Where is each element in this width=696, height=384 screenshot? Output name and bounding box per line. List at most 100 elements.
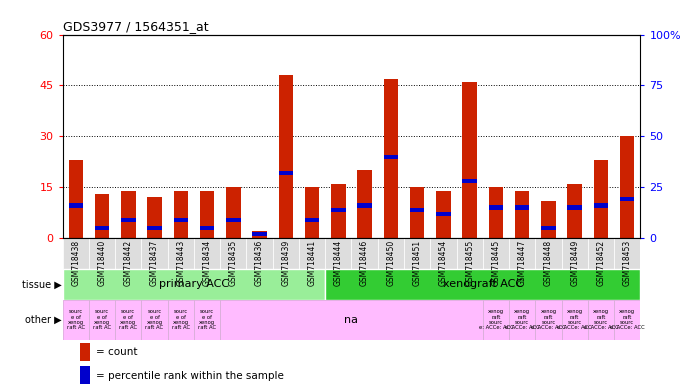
Text: GSM718445: GSM718445 <box>491 240 500 286</box>
Bar <box>535 238 562 269</box>
Text: GSM718441: GSM718441 <box>308 240 317 286</box>
Bar <box>357 204 372 207</box>
Text: primary ACC: primary ACC <box>159 280 229 290</box>
Text: GSM718447: GSM718447 <box>518 240 527 286</box>
Bar <box>273 238 299 269</box>
Text: xenog
raft
sourc
e: ACCe: ACC: xenog raft sourc e: ACCe: ACC <box>610 309 644 330</box>
Bar <box>121 190 136 238</box>
Bar <box>63 300 89 340</box>
Text: GSM718450: GSM718450 <box>386 240 395 286</box>
Bar <box>541 226 555 230</box>
Bar <box>357 170 372 238</box>
Text: GSM718440: GSM718440 <box>97 240 106 286</box>
Text: sourc
e of
xenog
raft AC: sourc e of xenog raft AC <box>145 309 164 330</box>
Text: = count: = count <box>95 347 137 357</box>
Bar <box>194 238 220 269</box>
Bar <box>567 184 582 238</box>
Text: xenog
raft
sourc
e: ACCe: ACC: xenog raft sourc e: ACCe: ACC <box>557 309 592 330</box>
Bar <box>509 238 535 269</box>
Text: GSM718442: GSM718442 <box>124 240 133 286</box>
Bar <box>567 205 582 210</box>
Text: GSM718446: GSM718446 <box>360 240 369 286</box>
Bar <box>410 207 425 212</box>
Bar <box>305 218 319 222</box>
Text: GDS3977 / 1564351_at: GDS3977 / 1564351_at <box>63 20 208 33</box>
Bar <box>535 300 562 340</box>
Bar <box>325 238 351 269</box>
Bar <box>168 238 194 269</box>
Bar <box>541 201 555 238</box>
Bar <box>115 300 141 340</box>
Bar <box>331 207 346 212</box>
Text: GSM718435: GSM718435 <box>229 240 238 286</box>
Text: GSM718443: GSM718443 <box>176 240 185 286</box>
Bar <box>562 300 588 340</box>
Text: sourc
e of
xenog
raft AC: sourc e of xenog raft AC <box>172 309 190 330</box>
Bar <box>173 218 188 222</box>
Bar <box>95 226 109 230</box>
Bar <box>562 238 588 269</box>
Bar <box>483 238 509 269</box>
Bar <box>173 190 188 238</box>
Bar <box>95 194 109 238</box>
Bar <box>383 155 398 159</box>
Bar <box>331 184 346 238</box>
Text: sourc
e of
xenog
raft AC: sourc e of xenog raft AC <box>119 309 137 330</box>
Bar <box>246 238 273 269</box>
Bar <box>620 136 635 238</box>
Text: other ▶: other ▶ <box>26 315 62 325</box>
Text: sourc
e of
xenog
raft AC: sourc e of xenog raft AC <box>198 309 216 330</box>
Text: GSM718455: GSM718455 <box>465 240 474 286</box>
Bar <box>614 300 640 340</box>
Bar <box>220 300 483 340</box>
Bar <box>141 238 168 269</box>
Bar <box>63 269 325 300</box>
Bar <box>115 238 141 269</box>
Bar <box>594 160 608 238</box>
Text: GSM718454: GSM718454 <box>439 240 448 286</box>
Bar <box>63 238 89 269</box>
Text: xenog
raft
sourc
e: ACCe: ACC: xenog raft sourc e: ACCe: ACC <box>479 309 513 330</box>
Text: GSM718448: GSM718448 <box>544 240 553 286</box>
Bar <box>200 226 214 230</box>
Bar <box>200 190 214 238</box>
Bar <box>404 238 430 269</box>
Bar <box>141 300 168 340</box>
Bar <box>620 197 635 202</box>
Bar <box>489 187 503 238</box>
Bar <box>253 231 267 238</box>
Bar <box>430 238 457 269</box>
Text: GSM718438: GSM718438 <box>71 240 80 286</box>
Text: GSM718444: GSM718444 <box>334 240 343 286</box>
Bar <box>226 187 241 238</box>
Text: = percentile rank within the sample: = percentile rank within the sample <box>95 371 283 381</box>
Bar <box>483 300 509 340</box>
Bar <box>68 204 83 207</box>
Bar <box>68 160 83 238</box>
Text: GSM718439: GSM718439 <box>281 240 290 286</box>
Text: GSM718453: GSM718453 <box>623 240 632 286</box>
Bar <box>220 238 246 269</box>
Bar <box>253 232 267 236</box>
Bar <box>278 171 293 175</box>
Text: GSM718452: GSM718452 <box>596 240 606 286</box>
Bar <box>351 238 378 269</box>
Text: xenograft ACC: xenograft ACC <box>443 280 523 290</box>
Bar <box>594 204 608 207</box>
Bar <box>148 197 161 238</box>
Text: sourc
e of
xenog
raft AC: sourc e of xenog raft AC <box>93 309 111 330</box>
Text: GSM718449: GSM718449 <box>570 240 579 286</box>
Bar <box>436 190 450 238</box>
Bar <box>462 82 477 238</box>
Text: xenog
raft
sourc
e: ACCe: ACC: xenog raft sourc e: ACCe: ACC <box>505 309 539 330</box>
Bar <box>614 238 640 269</box>
Bar <box>410 187 425 238</box>
Bar <box>509 300 535 340</box>
Bar <box>588 300 614 340</box>
Text: tissue ▶: tissue ▶ <box>22 280 62 290</box>
Bar <box>226 218 241 222</box>
Bar <box>378 238 404 269</box>
Bar <box>383 79 398 238</box>
Text: na: na <box>345 315 358 325</box>
Bar <box>515 190 530 238</box>
